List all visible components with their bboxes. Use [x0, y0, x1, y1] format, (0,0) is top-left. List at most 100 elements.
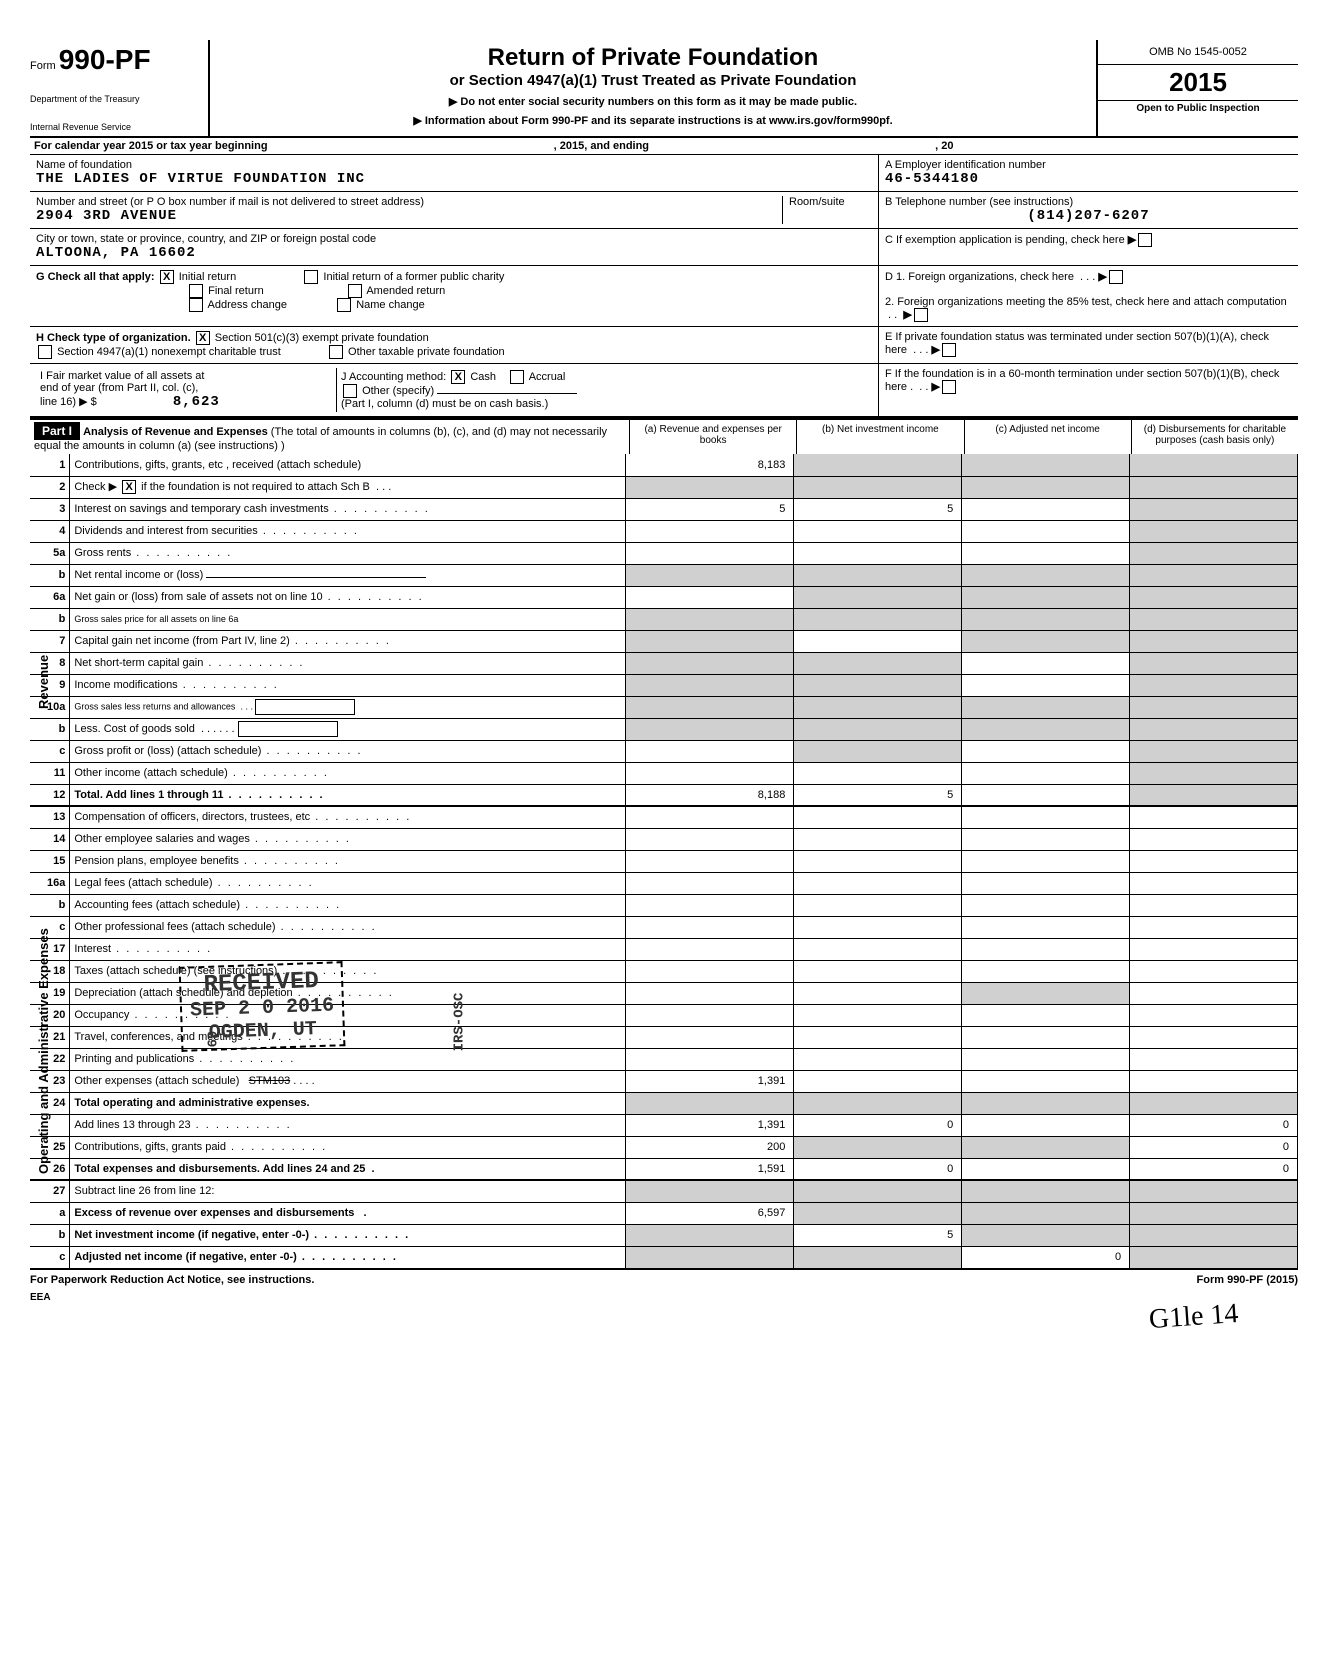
f-checkbox[interactable] — [942, 380, 956, 394]
l18-desc: Taxes (attach schedule) (see instruction… — [74, 965, 277, 977]
l26-b: 0 — [794, 1158, 962, 1180]
name-change-checkbox[interactable] — [337, 298, 351, 312]
table-row: 2Check ▶ X if the foundation is not requ… — [30, 476, 1298, 498]
d1-checkbox[interactable] — [1109, 270, 1123, 284]
j-other-checkbox[interactable] — [343, 384, 357, 398]
addr-label: Number and street (or P O box number if … — [36, 196, 782, 208]
table-row: 20Occupancy — [30, 1004, 1298, 1026]
l11-desc: Other income (attach schedule) — [74, 767, 227, 779]
l6b-desc: Gross sales price for all assets on line… — [74, 614, 238, 624]
l23-desc: Other expenses (attach schedule) — [74, 1075, 239, 1087]
final-checkbox[interactable] — [189, 284, 203, 298]
j-other-label: Other (specify) — [362, 385, 434, 397]
col-d-header: (d) Disbursements for charitable purpose… — [1132, 420, 1298, 454]
l26-desc: Total expenses and disbursements. Add li… — [74, 1163, 365, 1175]
table-row: 25Contributions, gifts, grants paid2000 — [30, 1136, 1298, 1158]
table-row: 17Interest — [30, 938, 1298, 960]
e-checkbox[interactable] — [942, 343, 956, 357]
l25-desc: Contributions, gifts, grants paid — [74, 1141, 226, 1153]
l5a-desc: Gross rents — [74, 547, 131, 559]
j-note: (Part I, column (d) must be on cash basi… — [341, 398, 548, 410]
name-change-label: Name change — [356, 299, 425, 311]
table-row: 5aGross rents — [30, 542, 1298, 564]
table-row: 22Printing and publications — [30, 1048, 1298, 1070]
h-other-checkbox[interactable] — [329, 345, 343, 359]
table-row: 15Pension plans, employee benefits — [30, 850, 1298, 872]
open-inspection: Open to Public Inspection — [1098, 101, 1298, 116]
col-a-header: (a) Revenue and expenses per books — [630, 420, 797, 454]
l10b-desc: Less. Cost of goods sold — [74, 723, 194, 735]
table-row: 24Total operating and administrative exp… — [30, 1092, 1298, 1114]
l12-desc: Total. Add lines 1 through 11 — [74, 789, 223, 801]
table-row: 8Net short-term capital gain — [30, 652, 1298, 674]
l16a-desc: Legal fees (attach schedule) — [74, 877, 212, 889]
l6a-desc: Net gain or (loss) from sale of assets n… — [74, 591, 322, 603]
l2-desc: Check ▶ — [74, 481, 120, 493]
dept-line-1: Department of the Treasury — [30, 94, 198, 104]
city-cell: City or town, state or province, country… — [30, 229, 878, 265]
initial-former-checkbox[interactable] — [304, 270, 318, 284]
page-footer: For Paperwork Reduction Act Notice, see … — [30, 1269, 1298, 1286]
l25-a: 200 — [626, 1136, 794, 1158]
city-state-zip: ALTOONA, PA 16602 — [36, 245, 872, 261]
identification-block: Name of foundation THE LADIES OF VIRTUE … — [30, 155, 1298, 266]
cal-mid-label: , 2015, and ending — [554, 140, 649, 152]
l7-desc: Capital gain net income (from Part IV, l… — [74, 635, 289, 647]
check-row-ij: I Fair market value of all assets at end… — [30, 364, 1298, 418]
form-year: 2015 — [1098, 65, 1298, 101]
amended-label: Amended return — [366, 285, 445, 297]
table-row: aExcess of revenue over expenses and dis… — [30, 1202, 1298, 1224]
j-accrual-checkbox[interactable] — [510, 370, 524, 384]
l23-a: 1,391 — [626, 1070, 794, 1092]
revenue-label: Revenue — [36, 655, 51, 709]
part-1-label: Part I — [34, 422, 80, 440]
i-label-1: I Fair market value of all assets at — [40, 370, 332, 382]
h-501c3-checkbox[interactable]: X — [196, 331, 210, 345]
table-row: 26Total expenses and disbursements. Add … — [30, 1158, 1298, 1180]
l9-desc: Income modifications — [74, 679, 177, 691]
h-4947-checkbox[interactable] — [38, 345, 52, 359]
l15-desc: Pension plans, employee benefits — [74, 855, 239, 867]
h-label: H Check type of organization. — [36, 332, 191, 344]
table-row: 18Taxes (attach schedule) (see instructi… — [30, 960, 1298, 982]
footer-eea: EEA — [30, 1292, 1298, 1303]
l22-desc: Printing and publications — [74, 1053, 194, 1065]
table-row: 27Subtract line 26 from line 12: — [30, 1180, 1298, 1202]
addr-change-checkbox[interactable] — [189, 298, 203, 312]
table-row: 11Other income (attach schedule) — [30, 762, 1298, 784]
l2-checkbox[interactable]: X — [122, 480, 136, 494]
part-1-heading: Analysis of Revenue and Expenses — [83, 426, 268, 438]
table-row: bGross sales price for all assets on lin… — [30, 608, 1298, 630]
part-1-header-row: Part I Analysis of Revenue and Expenses … — [30, 418, 1298, 454]
l2-desc2: if the foundation is not required to att… — [138, 481, 391, 493]
table-row: 9Income modifications — [30, 674, 1298, 696]
l24-d: 0 — [1130, 1114, 1298, 1136]
check-row-h: H Check type of organization. X Section … — [30, 327, 1298, 364]
table-row: 16aLegal fees (attach schedule) — [30, 872, 1298, 894]
j-cash-label: Cash — [470, 371, 496, 383]
l14-desc: Other employee salaries and wages — [74, 833, 249, 845]
handwritten-signature: G1le 14 — [1148, 1298, 1239, 1336]
street-address: 2904 3RD AVENUE — [36, 208, 782, 224]
table-row: cGross profit or (loss) (attach schedule… — [30, 740, 1298, 762]
l27c-c: 0 — [962, 1246, 1130, 1268]
form-subtitle: or Section 4947(a)(1) Trust Treated as P… — [220, 72, 1086, 89]
l24-b: 0 — [794, 1114, 962, 1136]
initial-return-checkbox[interactable]: X — [160, 270, 174, 284]
form-number-block: Form 990-PF Department of the Treasury I… — [30, 40, 210, 136]
form-number: 990-PF — [59, 44, 151, 75]
i-label-3: line 16) ▶ $ — [40, 396, 97, 408]
c-checkbox[interactable] — [1138, 233, 1152, 247]
l27-desc: Subtract line 26 from line 12: — [74, 1185, 214, 1197]
ein-value: 46-5344180 — [885, 171, 1292, 187]
l5b-desc: Net rental income or (loss) — [74, 569, 203, 581]
amended-checkbox[interactable] — [348, 284, 362, 298]
j-cash-checkbox[interactable]: X — [451, 370, 465, 384]
table-row: 1Contributions, gifts, grants, etc , rec… — [30, 454, 1298, 476]
d2-checkbox[interactable] — [914, 308, 928, 322]
check-row-g: G Check all that apply: X Initial return… — [30, 266, 1298, 327]
g-label: G Check all that apply: — [36, 271, 155, 283]
l27a-desc: Excess of revenue over expenses and disb… — [74, 1207, 354, 1219]
table-row: cOther professional fees (attach schedul… — [30, 916, 1298, 938]
j-label: J Accounting method: — [341, 371, 446, 383]
